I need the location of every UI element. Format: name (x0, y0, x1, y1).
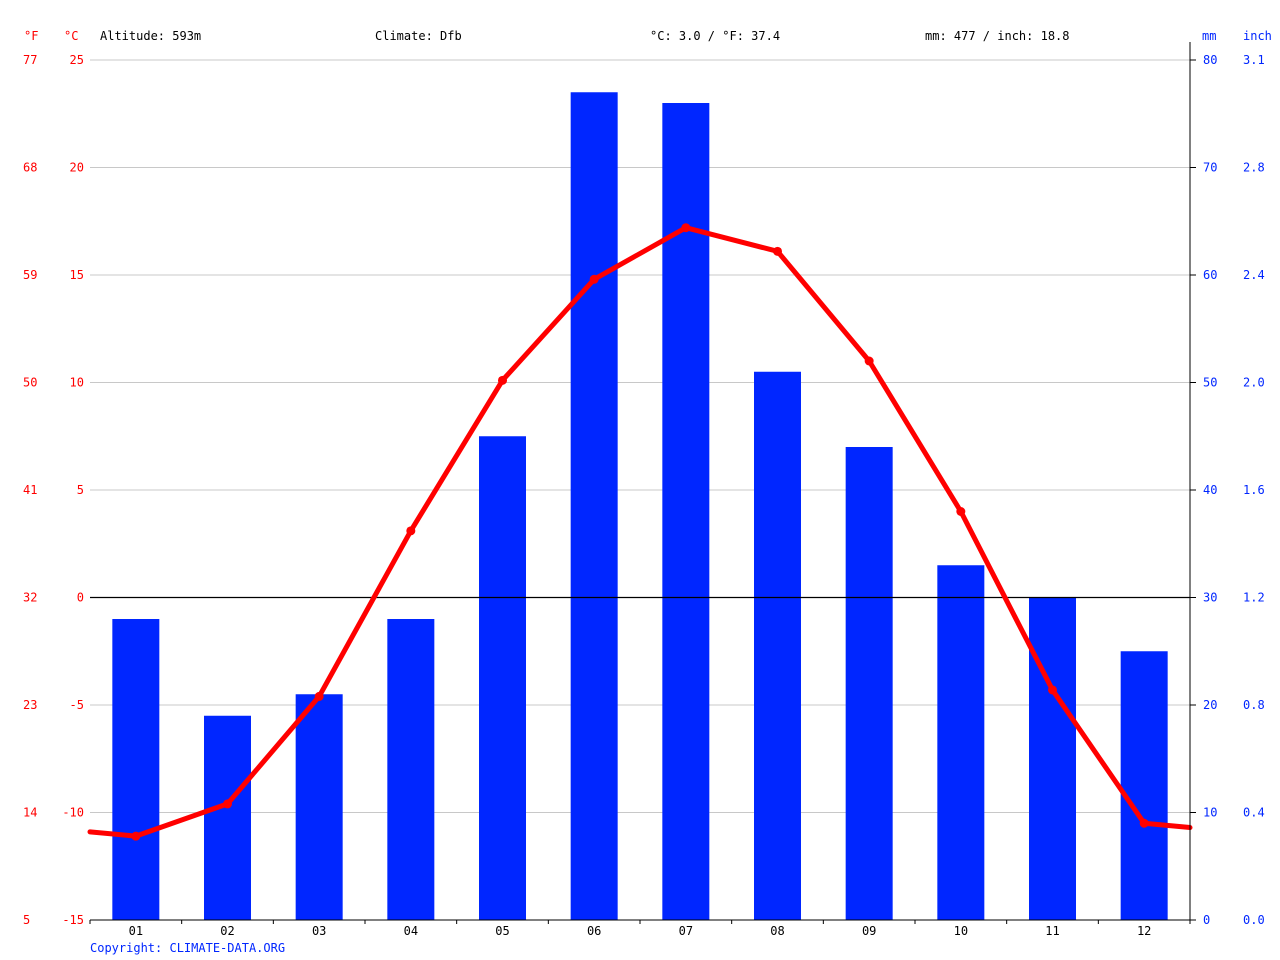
precipitation-bar (937, 565, 985, 920)
tick-label-f: 59 (23, 268, 37, 282)
x-tick-label: 12 (1137, 924, 1151, 938)
x-tick-label: 01 (129, 924, 143, 938)
tick-label-f: 77 (23, 53, 37, 67)
x-tick-label: 07 (679, 924, 693, 938)
tick-label-mm: 80 (1203, 53, 1217, 67)
temperature-point (681, 223, 691, 233)
unit-mm-label: mm (1202, 29, 1216, 43)
tick-label-inch: 2.0 (1243, 376, 1265, 390)
climate-label: Climate: Dfb (375, 29, 462, 43)
tick-label-f: 68 (23, 161, 37, 175)
unit-inch-label: inch (1243, 29, 1272, 43)
tick-label-c: -5 (70, 698, 84, 712)
precipitation-bar (754, 371, 801, 920)
temperature-point (1139, 818, 1149, 828)
axes (89, 42, 1196, 924)
temperature-point (773, 246, 782, 256)
tick-label-mm: 0 (1203, 913, 1210, 927)
precipitation-bar (1029, 597, 1076, 920)
tick-label-inch: 0.0 (1243, 913, 1265, 927)
tick-label-f: 50 (23, 376, 37, 390)
tick-label-mm: 20 (1203, 698, 1217, 712)
x-tick-label: 10 (954, 924, 968, 938)
temperature-point (589, 274, 599, 284)
precipitation-bars (112, 92, 1168, 920)
tick-label-f: 5 (23, 913, 30, 927)
gridlines (90, 59, 1190, 813)
tick-label-f: 23 (23, 698, 37, 712)
tick-label-inch: 2.8 (1243, 161, 1265, 175)
x-tick-label: 06 (587, 924, 601, 938)
precipitation-bar (387, 619, 435, 920)
temperature-point (223, 799, 232, 809)
tick-label-inch: 1.2 (1243, 591, 1265, 605)
tick-label-inch: 1.6 (1243, 483, 1265, 497)
tick-label-inch: 0.4 (1243, 806, 1265, 820)
tick-label-inch: 3.1 (1243, 53, 1265, 67)
precipitation-bar (112, 619, 160, 920)
tick-label-c: 10 (70, 376, 84, 390)
unit-f-label: °F (24, 29, 38, 43)
altitude-label: Altitude: 593m (100, 29, 201, 43)
tick-label-inch: 2.4 (1243, 268, 1265, 282)
temperature-point (131, 831, 141, 841)
temperature-point (406, 526, 416, 536)
unit-c-label: °C (64, 29, 78, 43)
tick-label-mm: 30 (1203, 591, 1217, 605)
tick-label-f: 14 (23, 806, 37, 820)
copyright-link[interactable]: Copyright: CLIMATE-DATA.ORG (90, 941, 285, 955)
precipitation-bar (570, 92, 618, 920)
tick-label-c: 0 (77, 591, 84, 605)
x-tick-label: 04 (404, 924, 418, 938)
temperature-point (498, 375, 507, 385)
tick-label-c: 25 (70, 53, 84, 67)
temperature-line-group (87, 223, 1193, 841)
tick-label-mm: 70 (1203, 161, 1217, 175)
tick-label-f: 41 (23, 483, 37, 497)
temperature-point (314, 691, 324, 701)
tick-labels: 5 -15 0 0.014 -10 10 0.423 -5 20 0.832 0 30 1.241 5 40… (23, 53, 1265, 938)
temperature-average-label: °C: 3.0 / °F: 37.4 (650, 29, 780, 43)
tick-label-inch: 0.8 (1243, 698, 1265, 712)
precipitation-bar (479, 436, 526, 920)
precipitation-bar (204, 715, 251, 920)
x-tick-label: 03 (312, 924, 326, 938)
x-tick-label: 11 (1045, 924, 1059, 938)
temperature-point (956, 507, 966, 516)
tick-label-mm: 50 (1203, 376, 1217, 390)
precipitation-bar (295, 694, 343, 920)
x-tick-label: 05 (495, 924, 509, 938)
precipitation-total-label: mm: 477 / inch: 18.8 (925, 29, 1070, 43)
temperature-line (87, 225, 1193, 839)
tick-label-c: 5 (77, 483, 84, 497)
x-tick-label: 02 (220, 924, 234, 938)
tick-label-f: 32 (23, 591, 37, 605)
tick-label-c: -10 (62, 806, 84, 820)
tick-label-c: 15 (70, 268, 84, 282)
precipitation-bar (1120, 651, 1168, 920)
x-tick-label: 09 (862, 924, 876, 938)
tick-label-mm: 40 (1203, 483, 1217, 497)
temperature-point (1048, 685, 1057, 695)
precipitation-bar (845, 447, 893, 920)
tick-label-mm: 10 (1203, 806, 1217, 820)
x-tick-label: 08 (770, 924, 784, 938)
temperature-point (864, 356, 874, 366)
tick-label-mm: 60 (1203, 268, 1217, 282)
tick-label-c: 20 (70, 161, 84, 175)
tick-label-c: -15 (62, 913, 84, 927)
